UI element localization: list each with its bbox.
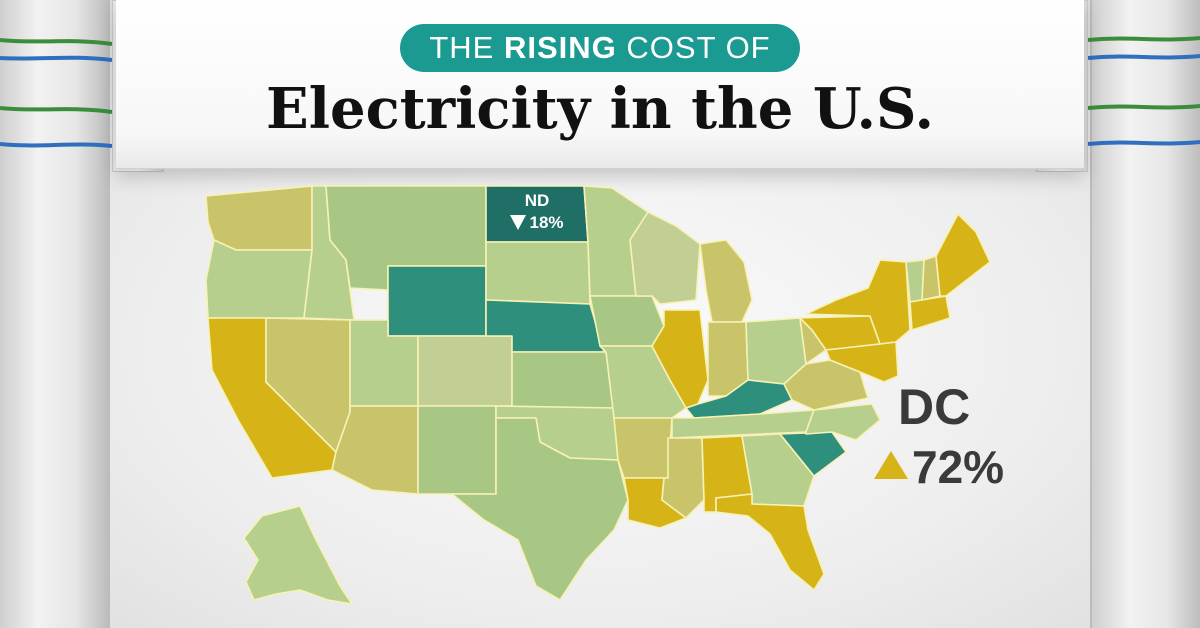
callout-nd: ND 18% (488, 190, 586, 234)
state-or (205, 239, 313, 319)
state-wa (205, 185, 313, 251)
state-co (417, 335, 513, 407)
state-wi (629, 211, 701, 305)
callout-dc-change-row: 72% (874, 440, 1004, 494)
state-mi (699, 239, 753, 323)
cables-right (1088, 36, 1200, 146)
callout-nd-change-row: 18% (488, 212, 586, 234)
rack-frame-right (1090, 0, 1200, 628)
cables-left (0, 38, 112, 148)
state-ia (589, 295, 665, 347)
triangle-down-icon (510, 215, 527, 230)
state-me (935, 213, 991, 297)
state-va (783, 359, 869, 411)
callout-nd-state: ND (524, 191, 550, 210)
state-ks (511, 351, 615, 409)
callout-dc-state: DC (898, 379, 971, 435)
state-ak (243, 505, 353, 605)
state-sd (485, 241, 591, 305)
kicker-highlight: RISING (503, 30, 617, 65)
callout-nd-change: 18% (529, 213, 564, 232)
title-kicker: THE RISING COST OF (400, 24, 800, 72)
state-tx (451, 417, 629, 601)
triangle-up-icon (874, 451, 908, 479)
state-nc (805, 403, 881, 441)
state-wy (387, 265, 487, 337)
state-nm (417, 405, 497, 495)
rack-frame-left (0, 0, 110, 628)
kicker-post: COST OF (626, 30, 771, 65)
page-title: Electricity in the U.S. (266, 76, 934, 142)
kicker-pre: THE (429, 30, 495, 65)
state-ma (909, 295, 951, 331)
state-nj (825, 341, 899, 383)
state-fl (715, 493, 825, 591)
state-vt (905, 259, 925, 303)
state-ny (805, 259, 911, 345)
callout-dc-change: 72% (912, 441, 1005, 493)
state-ar (613, 417, 673, 479)
